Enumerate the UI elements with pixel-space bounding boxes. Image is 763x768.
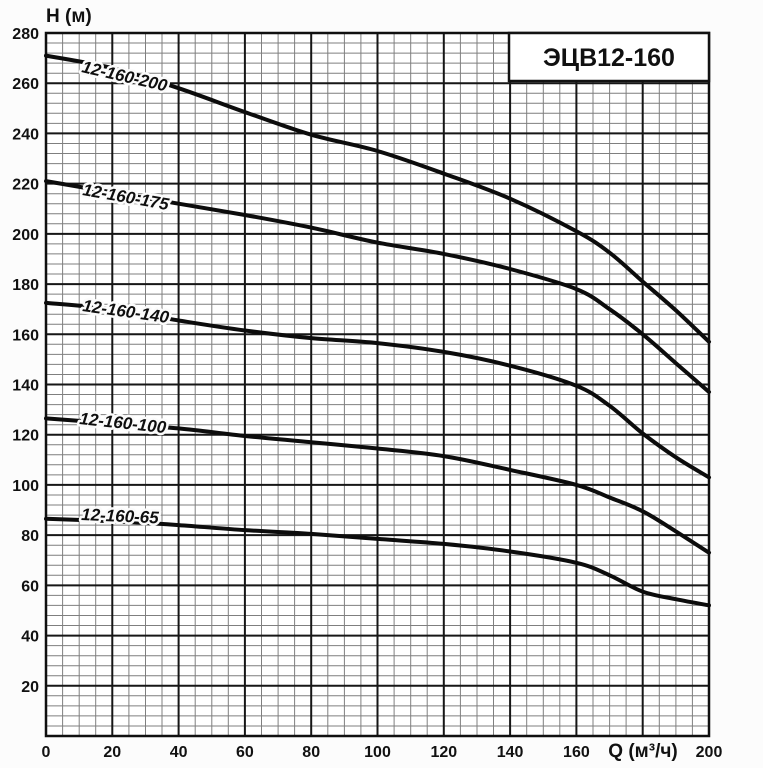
axis-tick-labels: 0 20 40 60 80 100 120 140 160 200 20 40 60 80 100 120 14… [12,26,722,761]
curve-12-160-175 [44,179,711,394]
y-tick-label: 120 [12,428,39,445]
y-tick-label: 40 [21,629,39,646]
x-tick-label: 80 [302,744,320,761]
y-tick-label: 180 [12,277,39,294]
title-box-group: ЭЦВ12-160 [507,31,711,83]
y-axis-title: H (м) [46,6,92,27]
x-tick-label: 0 [42,744,51,761]
y-tick-label: 240 [12,126,39,143]
plot-frame [44,31,711,738]
chart-title: ЭЦВ12-160 [543,44,675,72]
y-tick-label: 60 [21,578,39,595]
y-tick-label: 220 [12,177,39,194]
x-tick-label: 160 [563,744,590,761]
curve-label-12-160-65: 12-160-65 [81,505,160,527]
x-tick-label: 140 [497,744,524,761]
x-tick-label: 100 [364,744,391,761]
x-tick-label: 60 [236,744,254,761]
y-tick-label: 160 [12,327,39,344]
x-tick-label: 40 [170,744,188,761]
curve-12-160-140 [44,300,711,480]
y-tick-label: 80 [21,528,39,545]
x-axis-title: Q (м³/ч) [608,741,677,762]
y-tick-label: 260 [12,76,39,93]
grid-major-lines [44,31,711,738]
y-tick-label: 100 [12,478,39,495]
y-tick-label: 20 [21,679,39,696]
x-tick-label: 200 [696,744,723,761]
y-tick-label: 280 [12,26,39,43]
curve-12-160-65 [44,516,711,608]
curve-12-160-100 [44,416,711,555]
title-box [507,31,711,83]
y-tick-label: 200 [12,227,39,244]
curve-12-160-200 [44,53,711,344]
x-tick-label: 120 [430,744,457,761]
y-tick-label: 140 [12,378,39,395]
x-tick-label: 20 [103,744,121,761]
